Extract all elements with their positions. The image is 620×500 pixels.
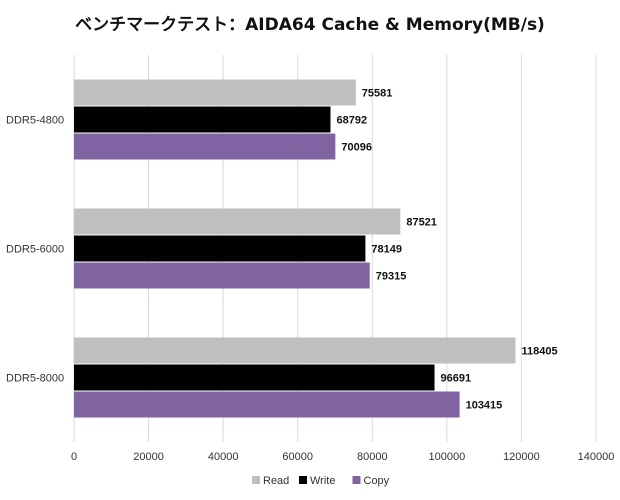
bar-write-ddr5-4800 bbox=[74, 106, 331, 133]
category-label: DDR5-8000 bbox=[6, 373, 64, 385]
bar-read-ddr5-6000 bbox=[74, 208, 401, 235]
data-label: 79315 bbox=[376, 271, 407, 283]
x-tick-label: 80000 bbox=[357, 451, 388, 463]
x-tick-label: 120000 bbox=[503, 451, 540, 463]
data-labels: 75581 68792 70096 87521 78149 79315 118405 9669… bbox=[336, 88, 557, 412]
x-tick-label: 140000 bbox=[578, 451, 615, 463]
data-label: 75581 bbox=[362, 88, 393, 100]
x-tick-label: 100000 bbox=[428, 451, 465, 463]
legend-swatch-write bbox=[299, 476, 307, 484]
x-tick-label: 20000 bbox=[133, 451, 164, 463]
legend: Read Write Copy bbox=[252, 475, 390, 487]
legend-swatch-read bbox=[252, 476, 260, 484]
data-label: 96691 bbox=[441, 373, 472, 385]
legend-label-copy: Copy bbox=[364, 475, 390, 487]
bar-copy-ddr5-6000 bbox=[74, 262, 370, 289]
data-label: 70096 bbox=[341, 142, 372, 154]
x-tick-label: 40000 bbox=[208, 451, 239, 463]
category-labels: DDR5-4800 DDR5-6000 DDR5-8000 bbox=[6, 115, 64, 385]
data-label: 87521 bbox=[406, 217, 437, 229]
bar-read-ddr5-4800 bbox=[74, 79, 356, 106]
x-axis-ticks: 0 20000 40000 60000 80000 100000 120000 140000 bbox=[71, 451, 614, 463]
chart-title: ベンチマークテスト：AIDA64 Cache & Memory(MB/s) bbox=[75, 15, 545, 35]
category-label: DDR5-6000 bbox=[6, 244, 64, 256]
x-tick-label: 0 bbox=[71, 451, 77, 463]
legend-label-read: Read bbox=[263, 475, 289, 487]
x-tick-label: 60000 bbox=[282, 451, 313, 463]
data-label: 118405 bbox=[521, 346, 557, 358]
category-label: DDR5-4800 bbox=[6, 115, 64, 127]
legend-swatch-copy bbox=[352, 476, 361, 484]
bar-copy-ddr5-4800 bbox=[74, 133, 336, 160]
data-label: 78149 bbox=[371, 244, 402, 256]
bar-write-ddr5-8000 bbox=[74, 364, 435, 391]
bar-copy-ddr5-8000 bbox=[74, 391, 460, 418]
legend-label-write: Write bbox=[310, 475, 335, 487]
data-label: 103415 bbox=[466, 400, 503, 412]
bar-write-ddr5-6000 bbox=[74, 235, 366, 262]
bars bbox=[74, 79, 516, 418]
data-label: 68792 bbox=[336, 115, 367, 127]
bar-read-ddr5-8000 bbox=[74, 337, 516, 364]
